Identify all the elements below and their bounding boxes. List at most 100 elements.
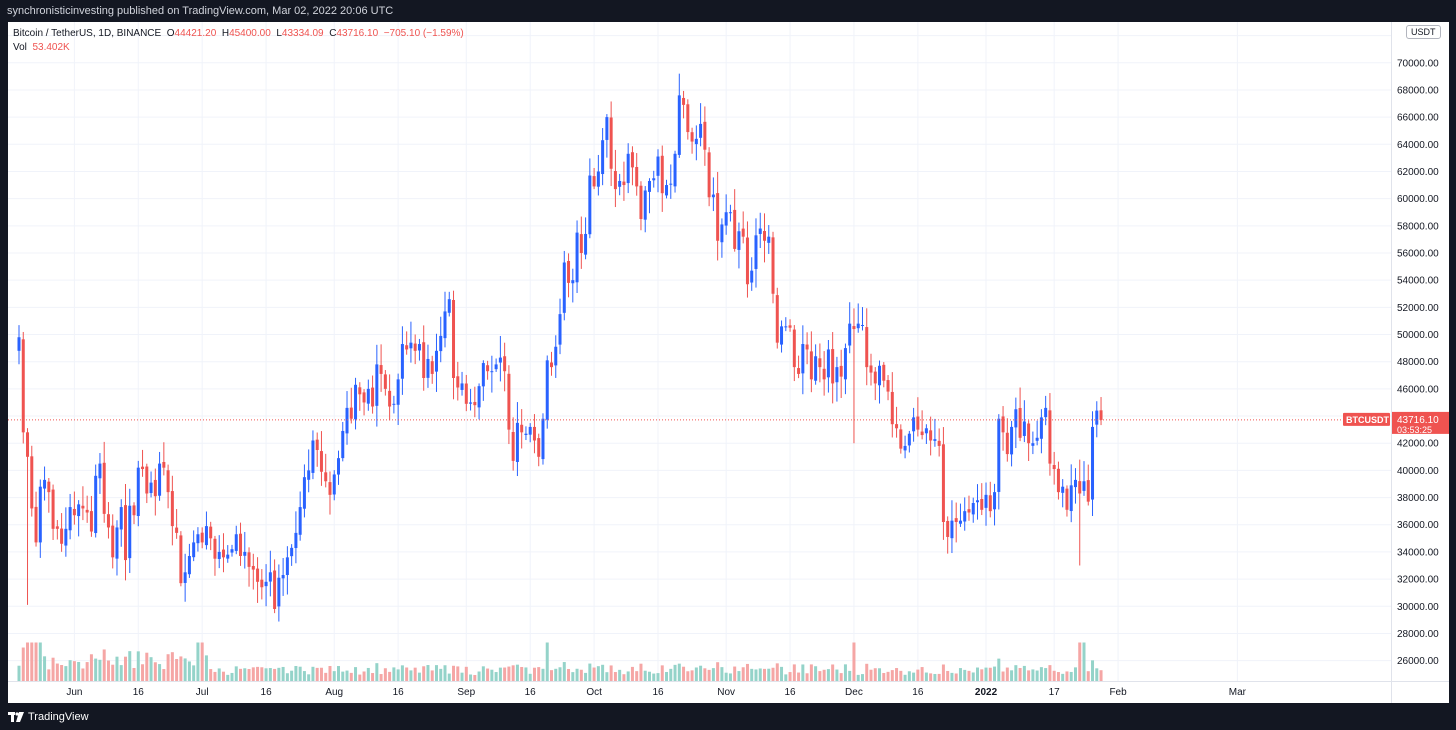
candle-body bbox=[954, 518, 958, 523]
candle bbox=[281, 558, 285, 596]
candle-body bbox=[592, 176, 596, 187]
candle-body bbox=[443, 311, 447, 339]
candle-body bbox=[64, 528, 68, 546]
candle bbox=[251, 553, 255, 590]
candle-body bbox=[929, 430, 933, 441]
volume-bar bbox=[899, 670, 903, 681]
volume-bar bbox=[971, 672, 975, 681]
volume-bar bbox=[239, 668, 243, 681]
volume-bar bbox=[396, 669, 400, 681]
candlestick-chart[interactable]: 26000.00 28000.00 30000.00 32000.00 34000.00… bbox=[8, 22, 1449, 703]
candle-body bbox=[434, 350, 438, 372]
volume-bar bbox=[217, 668, 221, 681]
candle-body bbox=[895, 424, 899, 429]
candle-body bbox=[673, 153, 677, 187]
candle bbox=[699, 103, 703, 147]
candle-body bbox=[584, 233, 588, 255]
volume-bar bbox=[767, 668, 771, 681]
candle bbox=[1010, 420, 1014, 467]
candle-body bbox=[243, 551, 247, 556]
volume-bar bbox=[1086, 671, 1090, 681]
candle-body bbox=[175, 527, 179, 533]
candle-body bbox=[307, 470, 311, 480]
candle bbox=[460, 371, 464, 396]
candle bbox=[924, 424, 928, 444]
candle bbox=[1044, 395, 1048, 426]
volume-bar bbox=[145, 652, 149, 681]
candle bbox=[1052, 451, 1056, 485]
candle bbox=[946, 516, 950, 554]
candle bbox=[937, 428, 941, 457]
candle-body bbox=[72, 508, 76, 516]
symbol-tag: BTCUSDT bbox=[1343, 412, 1390, 426]
candle bbox=[1005, 418, 1009, 462]
volume-bar bbox=[852, 642, 856, 681]
volume-bar bbox=[1065, 671, 1069, 681]
currency-button[interactable]: USDT bbox=[1406, 25, 1441, 39]
volume-bar bbox=[886, 671, 890, 681]
volume-bar bbox=[792, 664, 796, 681]
candle-body bbox=[354, 384, 358, 420]
candle-body bbox=[162, 462, 166, 468]
candle-body bbox=[460, 383, 464, 390]
x-tick-label: 16 bbox=[912, 687, 924, 698]
candle-body bbox=[264, 581, 268, 587]
volume-bar bbox=[311, 666, 315, 681]
candle bbox=[711, 177, 715, 212]
volume-bar bbox=[575, 668, 579, 681]
x-tick-label: Sep bbox=[457, 687, 475, 698]
candle-body bbox=[575, 232, 579, 283]
candle bbox=[366, 379, 370, 411]
candle bbox=[873, 367, 877, 401]
candle-body bbox=[771, 237, 775, 294]
candle-body bbox=[1031, 443, 1035, 446]
candle bbox=[511, 417, 515, 471]
candle bbox=[464, 374, 468, 412]
volume-bar bbox=[30, 642, 34, 681]
candle bbox=[94, 464, 98, 538]
candle bbox=[277, 564, 281, 622]
candle bbox=[307, 449, 311, 493]
volume-bar bbox=[337, 666, 340, 681]
candle bbox=[1039, 409, 1043, 454]
chart-legend: Bitcoin / TetherUS, 1D, BINANCE O44421.2… bbox=[13, 27, 464, 54]
candle-body bbox=[413, 343, 417, 351]
volume-bar bbox=[55, 663, 59, 681]
volume-bar bbox=[596, 666, 600, 681]
candle-body bbox=[963, 511, 967, 522]
candle-body bbox=[102, 462, 106, 514]
volume-bar bbox=[162, 669, 166, 681]
volume-bar bbox=[221, 671, 225, 681]
volume-bar bbox=[64, 666, 68, 681]
volume-bar bbox=[993, 666, 997, 681]
candle bbox=[503, 342, 507, 392]
tradingview-logo[interactable]: TradingView bbox=[8, 711, 89, 723]
candle bbox=[230, 544, 234, 557]
candle bbox=[179, 531, 183, 587]
candle-body bbox=[801, 344, 805, 374]
volume-bar bbox=[520, 666, 524, 681]
candle-body bbox=[767, 236, 771, 243]
candle-body bbox=[775, 295, 779, 343]
volume-bar bbox=[439, 668, 443, 681]
volume-bar bbox=[826, 669, 830, 681]
candle-body bbox=[439, 335, 443, 352]
candle-body bbox=[473, 401, 477, 406]
volume-bar bbox=[247, 669, 251, 681]
candle bbox=[38, 479, 42, 558]
tradingview-icon bbox=[8, 712, 24, 722]
x-tick-label: 16 bbox=[133, 687, 145, 698]
candle-body bbox=[835, 367, 839, 383]
candle-body bbox=[337, 458, 340, 475]
x-tick-label: Aug bbox=[325, 687, 343, 698]
candle-body bbox=[124, 505, 127, 561]
candle bbox=[720, 218, 724, 258]
candle-body bbox=[1035, 437, 1039, 441]
x-tick-label: Jul bbox=[196, 687, 209, 698]
candle bbox=[618, 173, 622, 196]
candle-body bbox=[912, 417, 916, 432]
chart-frame[interactable]: 26000.00 28000.00 30000.00 32000.00 34000.00… bbox=[8, 22, 1449, 703]
volume-bar bbox=[434, 665, 438, 681]
volume-bar bbox=[677, 663, 681, 681]
candle-body bbox=[660, 155, 664, 194]
